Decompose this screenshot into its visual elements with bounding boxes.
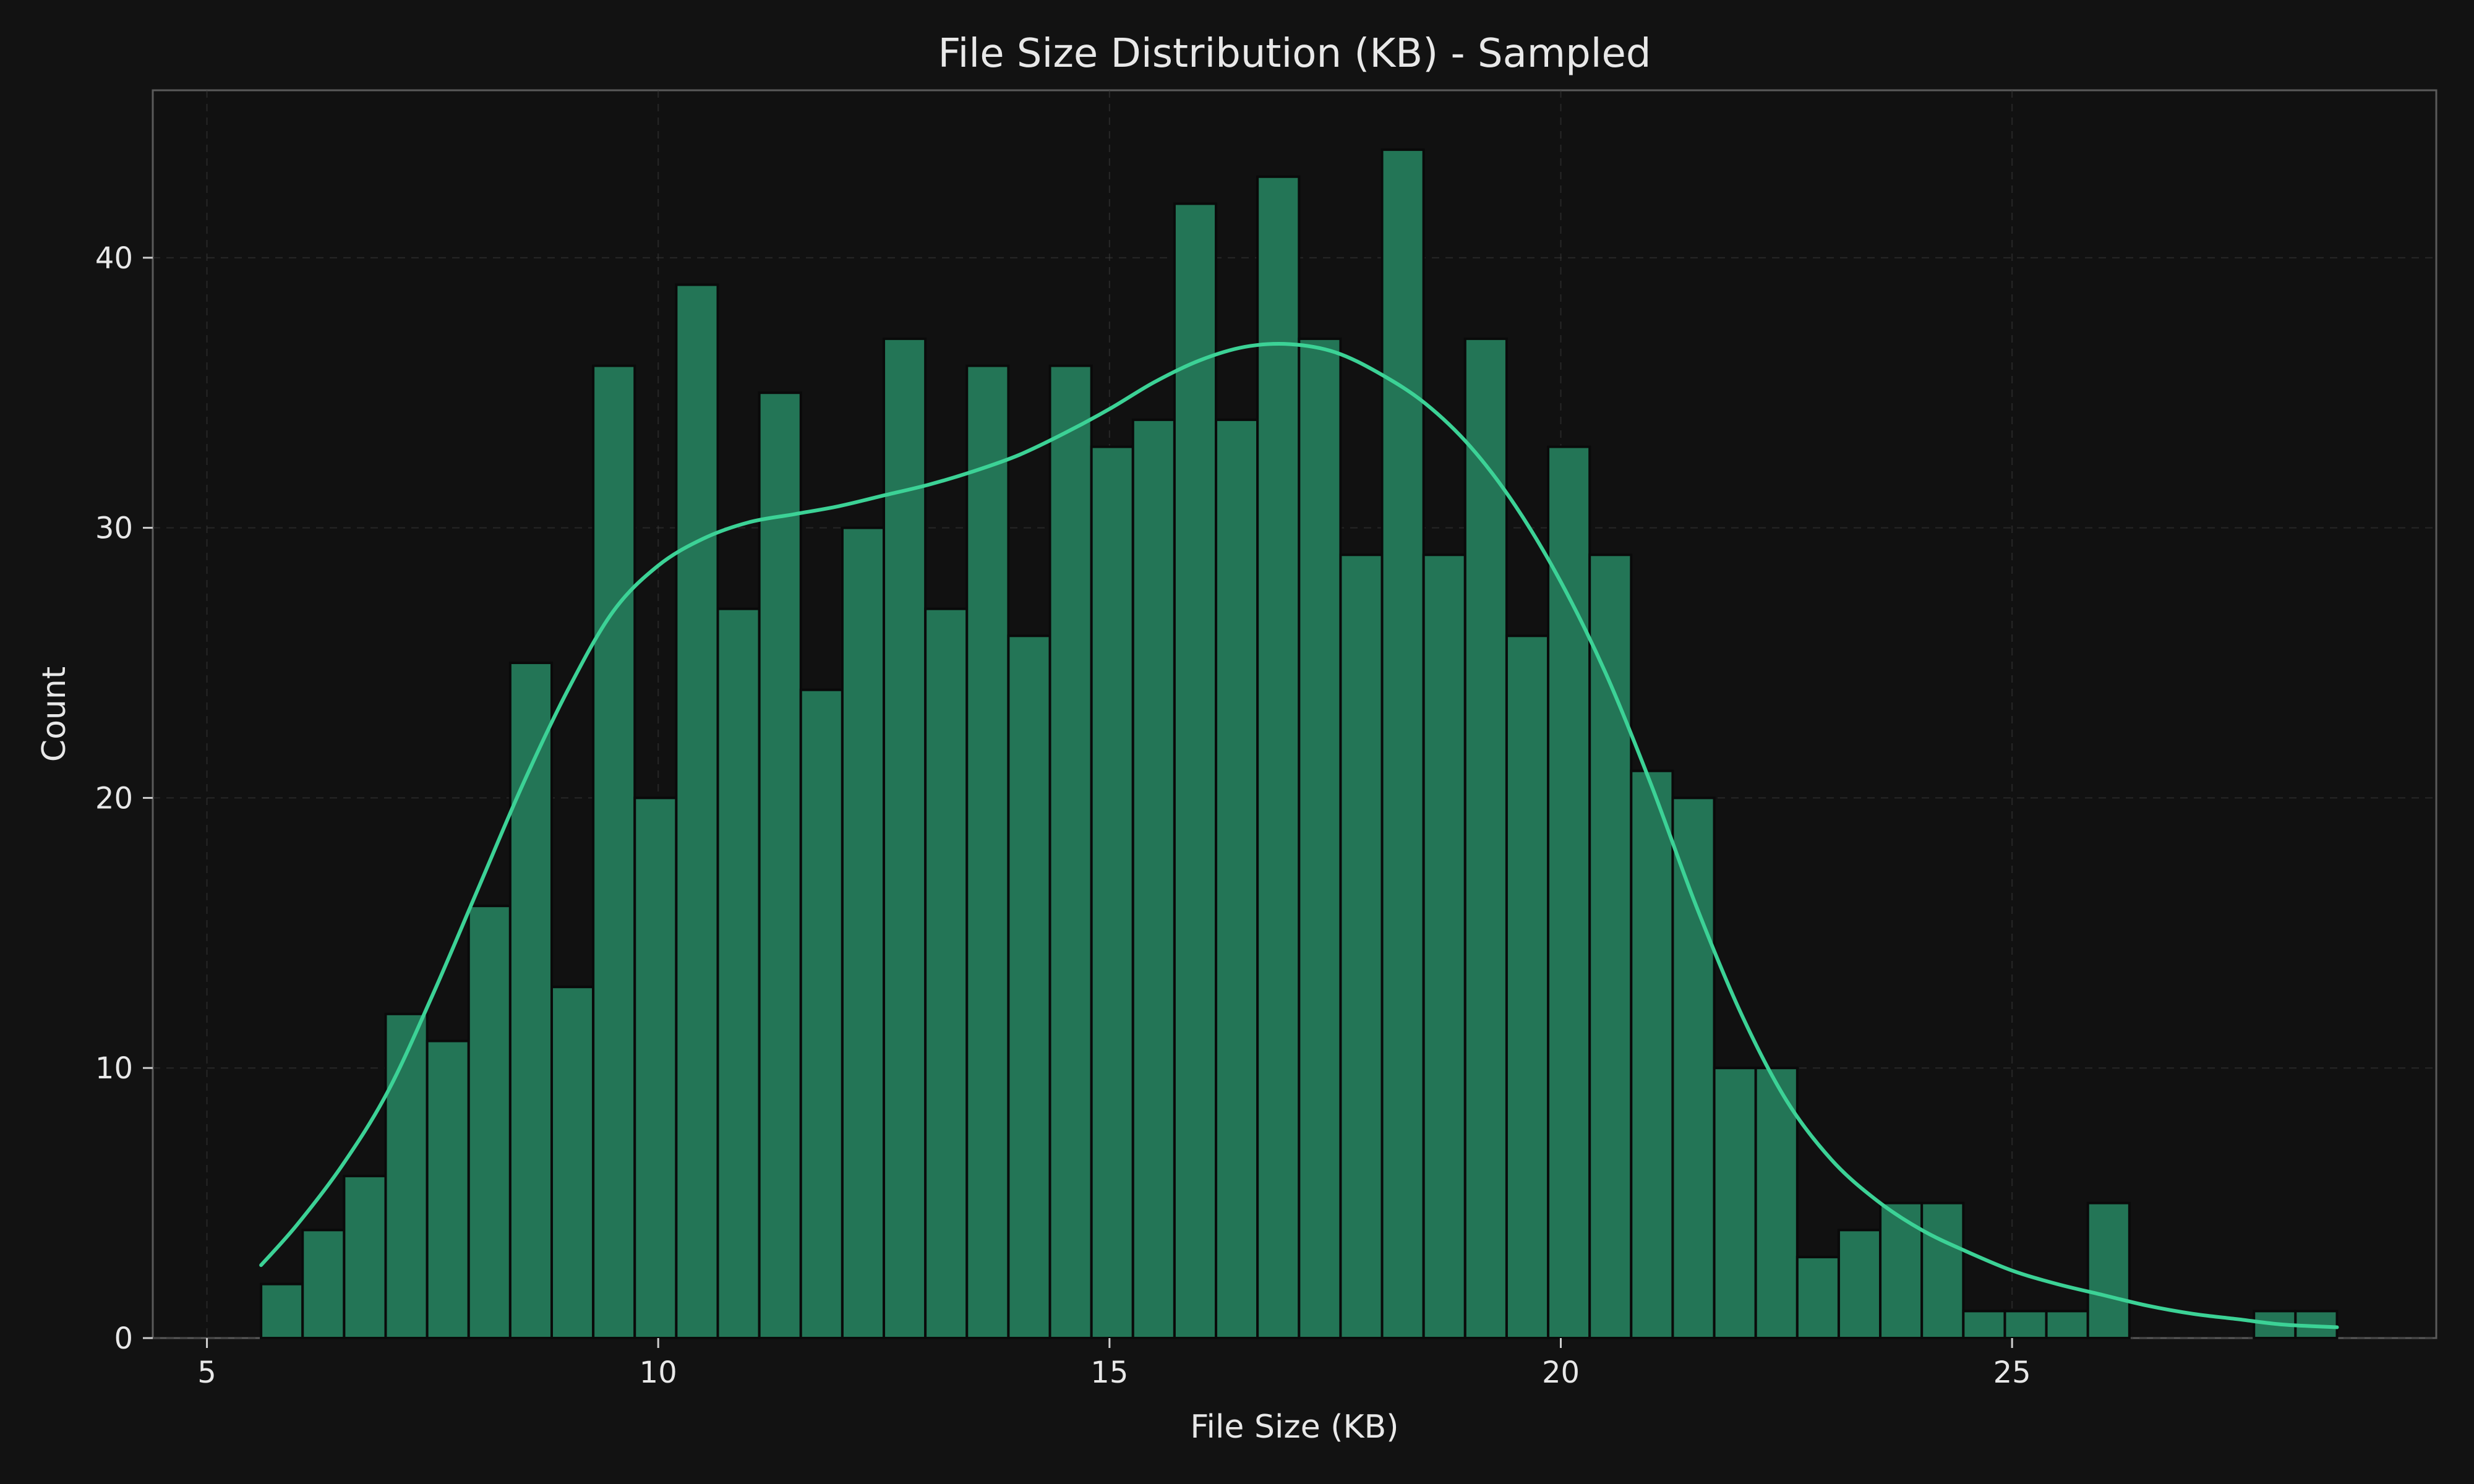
histogram-bar (1588, 553, 1633, 1339)
histogram-bar (1879, 1201, 1924, 1339)
histogram-bar (1380, 148, 1425, 1340)
histogram-bar (384, 1012, 429, 1339)
histogram-bar (1339, 553, 1384, 1339)
bars-layer (260, 148, 2339, 1340)
histogram-bar (1090, 445, 1134, 1339)
histogram-bar (1505, 634, 1550, 1339)
histogram-bar (1671, 796, 1716, 1340)
histogram-bar (841, 526, 886, 1340)
histogram-bar (2045, 1310, 2089, 1339)
histogram-bar (426, 1039, 470, 1339)
histogram-bar (758, 391, 802, 1339)
ticks-layer: 5 10 15 20 25 0 10 20 30 40 (95, 241, 2031, 1390)
chart-title: File Size Distribution (KB) - Sampled (938, 31, 1651, 77)
histogram-bar (799, 688, 844, 1339)
histogram-bar (467, 905, 511, 1339)
histogram-bar (2003, 1310, 2048, 1339)
y-tick-label: 20 (95, 781, 133, 816)
histogram-bar (716, 607, 761, 1340)
histogram-bar (301, 1229, 346, 1339)
histogram-bar (675, 283, 719, 1339)
x-tick-label: 10 (640, 1355, 677, 1390)
histogram-bar (550, 986, 595, 1340)
histogram-bar (1173, 202, 1218, 1339)
y-axis-label: Count (36, 667, 73, 762)
histogram-bar (260, 1282, 304, 1339)
histogram-bar (1754, 1067, 1799, 1340)
histogram-bar (1713, 1067, 1757, 1340)
histogram-bar (1215, 418, 1259, 1340)
y-tick-label: 10 (95, 1051, 133, 1086)
x-tick-label: 15 (1090, 1355, 1128, 1390)
histogram-bar (1298, 337, 1342, 1340)
x-tick-label: 5 (197, 1355, 216, 1390)
histogram-bar (633, 796, 678, 1340)
x-tick-label: 25 (1993, 1355, 2031, 1390)
histogram-bar (592, 364, 636, 1339)
histogram-bar (343, 1174, 387, 1340)
histogram-bar (1630, 769, 1674, 1339)
kde-layer (259, 342, 2339, 1329)
histogram-bar (924, 607, 969, 1340)
histogram-bar (1837, 1229, 1882, 1339)
histogram-bar (1007, 634, 1051, 1339)
histogram-bar (1131, 418, 1176, 1340)
histogram-bar (1422, 553, 1466, 1339)
histogram-bar (508, 662, 554, 1339)
histogram-bar (1256, 175, 1301, 1339)
x-tick-label: 20 (1542, 1355, 1580, 1390)
x-axis-label: File Size (KB) (1190, 1409, 1398, 1446)
histogram-bar (1920, 1201, 1965, 1339)
histogram-bar (1962, 1310, 2006, 1339)
y-tick-label: 40 (95, 241, 133, 276)
histogram-bar (1796, 1255, 1840, 1340)
histogram-bar (1463, 337, 1508, 1340)
histogram-bar (965, 364, 1010, 1339)
histogram-bar (1048, 364, 1093, 1339)
histogram-bar (1547, 445, 1591, 1339)
kde-curve (259, 342, 2339, 1329)
histogram-bar (2086, 1201, 2131, 1339)
y-tick-label: 0 (114, 1321, 133, 1356)
y-tick-label: 30 (95, 511, 133, 546)
